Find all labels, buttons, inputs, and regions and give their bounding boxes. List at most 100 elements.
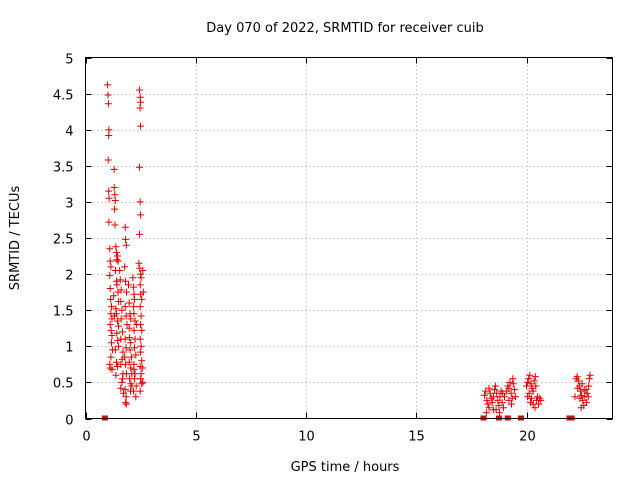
data-point — [136, 198, 144, 206]
data-point — [524, 378, 532, 386]
data-point — [136, 86, 143, 94]
data-point — [137, 122, 145, 130]
data-point — [481, 391, 489, 399]
y-tick-label: 2.5 — [53, 233, 74, 248]
data-point — [108, 303, 115, 311]
data-point — [576, 394, 584, 402]
data-point — [137, 375, 145, 383]
data-point — [130, 387, 138, 395]
data-point — [113, 329, 121, 337]
data-point — [496, 409, 504, 417]
data-point — [130, 303, 138, 311]
data-point — [492, 382, 500, 390]
data-point — [132, 351, 140, 359]
data-point — [117, 298, 125, 305]
data-point — [524, 393, 532, 401]
data-point — [482, 409, 490, 417]
data-point — [506, 378, 514, 386]
data-point — [106, 364, 114, 372]
data-point — [131, 375, 138, 383]
data-point — [586, 371, 594, 379]
data-point — [574, 377, 582, 385]
data-point — [115, 342, 123, 350]
y-tick-label: 3 — [65, 197, 73, 212]
data-point — [498, 399, 506, 407]
data-point — [111, 346, 119, 354]
data-point — [104, 156, 112, 164]
data-point — [121, 263, 129, 271]
data-point — [118, 378, 126, 386]
data-point — [118, 306, 126, 314]
data-point — [527, 394, 535, 402]
data-point — [127, 339, 135, 347]
data-point — [531, 404, 539, 412]
data-point — [114, 252, 121, 260]
data-point — [583, 389, 591, 397]
data-point — [136, 387, 144, 395]
data-point — [108, 339, 115, 347]
data-point — [580, 386, 588, 394]
data-point — [482, 387, 490, 395]
data-point — [119, 389, 127, 397]
data-point — [505, 396, 513, 404]
data-point — [525, 375, 533, 383]
data-point — [130, 283, 138, 291]
data-point — [137, 274, 145, 282]
data-point — [507, 389, 515, 397]
data-point — [121, 223, 129, 231]
data-point — [105, 187, 113, 195]
data-point — [585, 382, 593, 390]
y-tick-label: 0 — [65, 414, 73, 429]
data-point — [108, 365, 116, 373]
data-point — [110, 165, 118, 173]
data-point — [104, 81, 112, 89]
data-point — [112, 371, 120, 379]
data-point — [532, 382, 540, 390]
data-point — [499, 389, 507, 397]
data-point — [108, 332, 116, 339]
data-point — [529, 387, 537, 395]
y-tick-label: 0.5 — [53, 377, 74, 392]
data-point — [138, 380, 146, 388]
data-point — [119, 348, 127, 356]
x-tick-label: 20 — [519, 430, 536, 445]
y-tick-label: 1 — [65, 341, 73, 356]
data-point — [113, 281, 121, 289]
data-point — [495, 402, 503, 409]
data-point — [106, 272, 114, 279]
data-point — [122, 235, 130, 243]
data-point — [512, 393, 519, 401]
data-point — [104, 100, 112, 108]
data-point — [571, 393, 579, 401]
data-point — [115, 322, 123, 330]
data-point — [131, 317, 139, 325]
data-point — [535, 400, 543, 408]
x-tick-label: 0 — [82, 430, 90, 445]
data-point — [525, 389, 533, 397]
data-point — [111, 221, 119, 229]
data-point — [485, 384, 493, 392]
data-point — [127, 364, 135, 372]
axis-ticks: 0 0.5 1 1.5 2 2.5 3 3.5 4 4.5 5 0 5 10 15 20 — [53, 53, 613, 445]
data-point — [130, 326, 138, 334]
data-point — [122, 400, 130, 408]
data-point — [114, 337, 122, 344]
data-point — [139, 288, 147, 296]
data-point — [127, 315, 135, 323]
y-tick-label: 3.5 — [53, 161, 74, 176]
data-point — [505, 384, 513, 392]
data-point — [121, 303, 129, 311]
y-tick-label: 4.5 — [53, 89, 74, 104]
data-point — [138, 364, 146, 372]
data-point — [584, 393, 592, 401]
data-point — [131, 370, 139, 378]
data-point — [112, 358, 120, 366]
data-points — [101, 81, 594, 421]
data-point — [130, 365, 138, 373]
data-point — [125, 358, 133, 366]
data-point — [105, 132, 113, 139]
data-point — [138, 295, 146, 303]
data-point — [117, 384, 125, 392]
data-point — [114, 317, 121, 325]
